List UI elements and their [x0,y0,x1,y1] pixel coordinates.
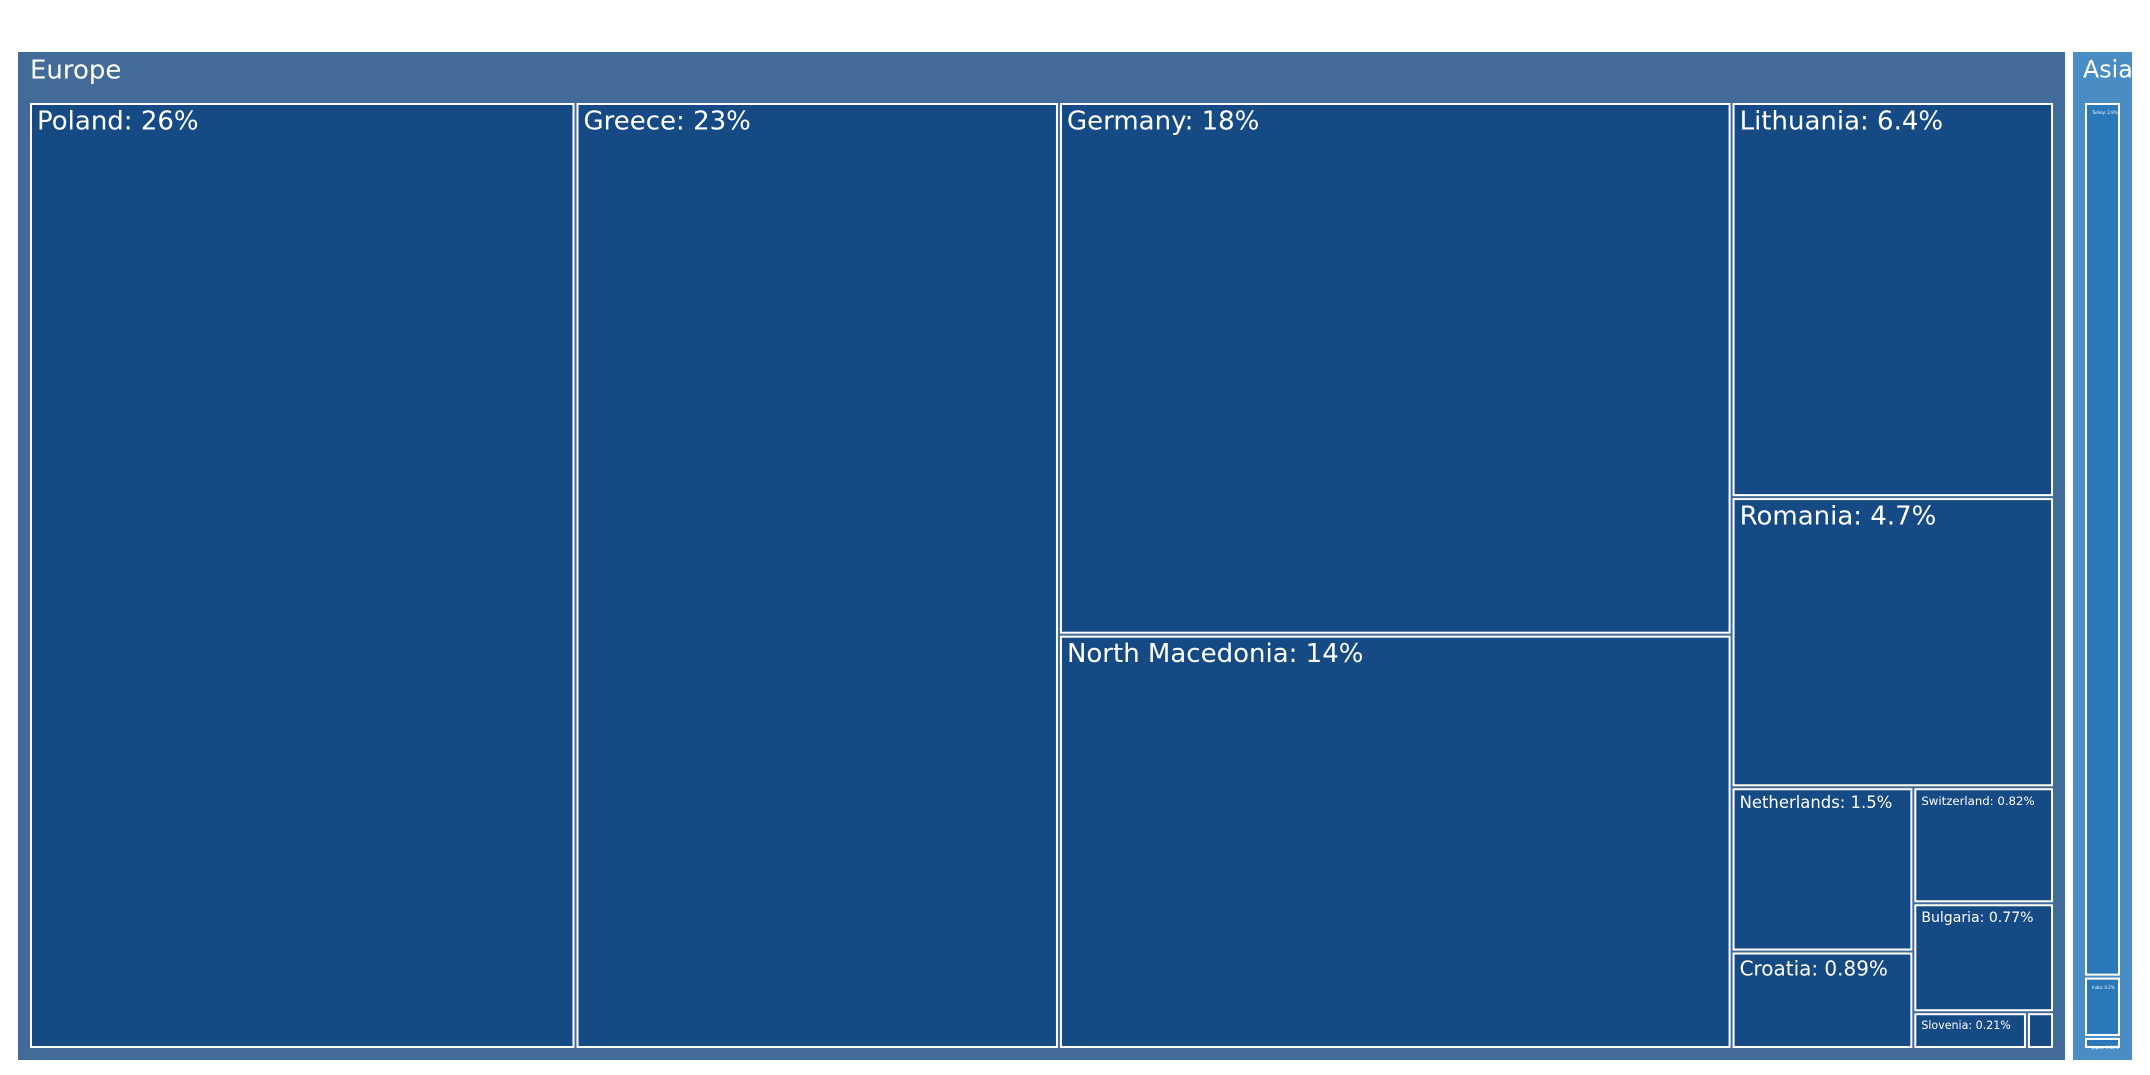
leaf [2027,1013,2054,1049]
group-label: Europe [30,55,121,85]
leaf-label: India: 0.2% [2092,985,2115,990]
leaf [30,103,575,1048]
leaf-label: Netherlands: 1.5% [1740,793,1893,812]
leaf [1914,1013,2026,1049]
leaf [1059,635,1731,1048]
leaf [1732,498,2054,787]
leaf-label: Japan: 0.04% [2091,1045,2119,1050]
leaf [1732,788,1913,951]
leaf [1914,904,2054,1012]
leaf [576,103,1058,1048]
leaf [1914,788,2054,903]
leaf-label: Turkey: 2.9% [2091,110,2118,115]
leaf [1732,952,1913,1049]
leaf-label: Greece: 23% [584,106,751,136]
leaf [2085,977,2121,1036]
leaf-label: Romania: 4.7% [1740,502,1937,532]
leaf-label: Germany: 18% [1067,106,1259,136]
leaf-label: Switzerland: 0.82% [1921,794,2034,808]
leaf-label: Bulgaria: 0.77% [1921,910,2033,926]
leaf [1732,103,2054,497]
group-label: Asia [2083,56,2133,84]
leaf [2085,103,2121,976]
leaf-label: Poland: 26% [37,106,199,136]
leaf-label: North Macedonia: 14% [1067,639,1364,669]
leaf [2085,1037,2121,1048]
leaf-label: Croatia: 0.89% [1740,957,1888,981]
leaf-label: Lithuania: 6.4% [1740,106,1944,136]
leaf [1059,103,1731,634]
leaf-label: Slovenia: 0.21% [1921,1019,2010,1032]
